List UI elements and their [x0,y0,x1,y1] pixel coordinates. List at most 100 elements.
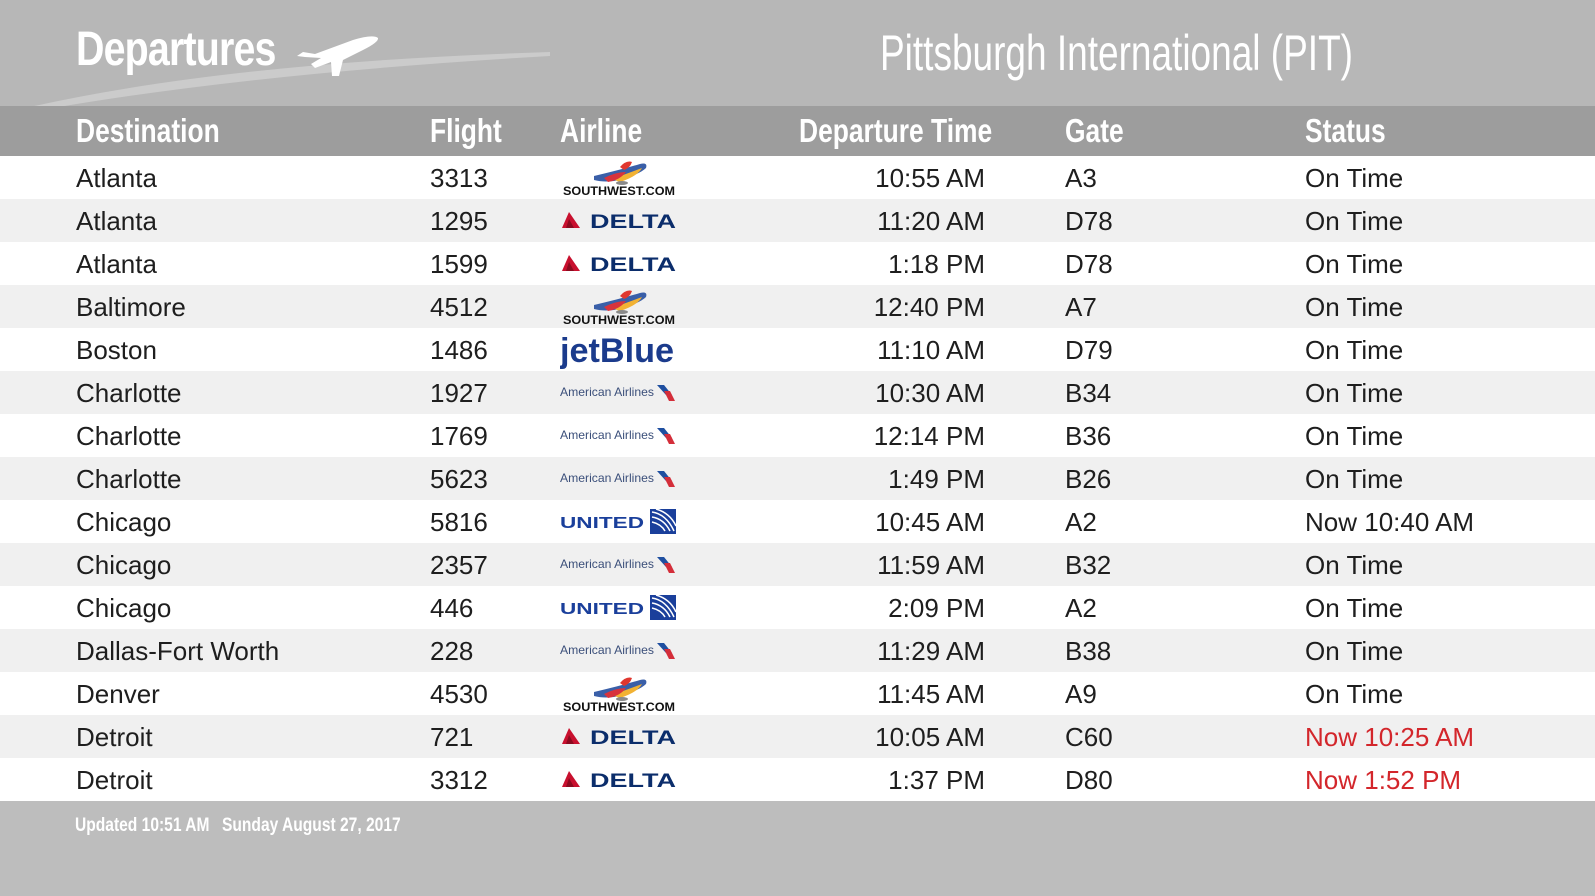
destination-cell: Atlanta [76,249,157,279]
column-header-flight: Flight [430,112,502,149]
status-cell: On Time [1305,292,1404,322]
table-row: Denver 4530 SOUTHWEST.COM 11:45 AM A9 On… [0,672,1595,715]
airline-cell: DELTA [560,715,678,758]
departure-time-cell: 11:29 AM [877,636,985,666]
flight-number-cell: 3313 [430,163,488,193]
southwest-logo-text: SOUTHWEST.COM [563,700,675,714]
gate-cell: D80 [1065,765,1113,795]
flight-number-cell: 1295 [430,206,488,236]
destination-cell: Chicago [76,507,172,537]
airline-cell: UNITED [560,586,678,629]
airline-cell: SOUTHWEST.COM [560,156,678,199]
gate-cell: A7 [1065,292,1097,322]
airplane-icon [297,36,379,76]
southwest-logo-icon: SOUTHWEST.COM [563,290,675,327]
departures-table: Atlanta 3313 SOUTHWEST.COM 10:55 AM A3 O… [0,156,1595,801]
departure-time-cell: 10:45 AM [875,507,985,537]
status-cell: On Time [1305,378,1404,408]
table-row: Chicago 2357 American Airlines 11:59 AM … [0,543,1595,586]
flight-number-cell: 2357 [430,550,488,580]
table-row: Dallas-Fort Worth 228 American Airlines … [0,629,1595,672]
airline-cell: SOUTHWEST.COM [560,672,678,715]
delta-logo-icon: DELTA [562,212,676,233]
destination-cell: Dallas-Fort Worth [76,636,280,666]
united-logo-icon: UNITED [560,594,677,620]
united-logo-text: UNITED [560,601,644,618]
table-row: Atlanta 1295 DELTA 11:20 AM D78 On Time [0,199,1595,242]
column-header-gate: Gate [1065,112,1124,149]
current-date: Sunday August 27, 2017 [222,815,401,836]
table-row: Charlotte 5623 American Airlines 1:49 PM… [0,457,1595,500]
destination-cell: Atlanta [76,163,157,193]
departure-time-cell: 2:09 PM [888,593,985,623]
destination-cell: Charlotte [76,378,182,408]
table-row: Charlotte 1769 American Airlines 12:14 P… [0,414,1595,457]
delta-logo-text: DELTA [590,728,676,749]
column-header-destination: Destination [76,112,220,149]
table-row: Atlanta 1599 DELTA 1:18 PM D78 On Time [0,242,1595,285]
departure-time-cell: 10:05 AM [875,722,985,752]
gate-cell: D78 [1065,206,1113,236]
status-cell: On Time [1305,464,1404,494]
destination-cell: Charlotte [76,421,182,451]
table-row: Atlanta 3313 SOUTHWEST.COM 10:55 AM A3 O… [0,156,1595,199]
american-airlines-logo-text: American Airlines [560,471,654,485]
southwest-logo-text: SOUTHWEST.COM [563,313,675,327]
departure-time-cell: 11:10 AM [877,335,985,365]
gate-cell: D79 [1065,335,1113,365]
airline-cell: SOUTHWEST.COM [560,285,678,328]
gate-cell: D78 [1065,249,1113,279]
destination-cell: Atlanta [76,206,157,236]
united-logo-icon: UNITED [560,508,677,534]
page-title: Departures [76,23,276,76]
destination-cell: Chicago [76,550,172,580]
airline-cell: American Airlines [560,414,678,457]
american-airlines-logo-text: American Airlines [560,428,654,442]
american-airlines-logo-text: American Airlines [560,385,654,399]
destination-cell: Chicago [76,593,172,623]
gate-cell: B34 [1065,378,1112,408]
status-cell: On Time [1305,163,1404,193]
airline-cell: American Airlines [560,457,678,500]
flight-number-cell: 3312 [430,765,488,795]
flight-number-cell: 1927 [430,378,488,408]
status-cell: On Time [1305,636,1404,666]
airline-cell: American Airlines [560,543,678,586]
gate-cell: A9 [1065,679,1097,709]
american-airlines-logo-text: American Airlines [560,643,654,657]
status-cell: Now 10:25 AM [1305,722,1475,752]
airline-cell: DELTA [560,242,678,285]
table-row: Chicago 5816 UNITED 10:45 AM A2 Now 10:4… [0,500,1595,543]
status-cell: On Time [1305,335,1404,365]
departure-time-cell: 10:55 AM [875,163,985,193]
united-logo-text: UNITED [560,515,644,532]
gate-cell: B32 [1065,550,1112,580]
status-cell: Now 1:52 PM [1305,765,1462,795]
table-row: Charlotte 1927 American Airlines 10:30 A… [0,371,1595,414]
departure-time-cell: 11:59 AM [877,550,985,580]
status-cell: On Time [1305,206,1404,236]
status-cell: On Time [1305,593,1404,623]
table-row: Boston 1486 jetBlue 11:10 AM D79 On Time [0,328,1595,371]
table-row: Baltimore 4512 SOUTHWEST.COM 12:40 PM A7… [0,285,1595,328]
delta-logo-icon: DELTA [562,255,676,276]
status-cell: On Time [1305,421,1404,451]
gate-cell: A2 [1065,593,1097,623]
american-airlines-logo-icon: American Airlines [560,643,675,659]
column-header-status: Status [1305,112,1386,149]
airline-cell: American Airlines [560,371,678,414]
departure-time-cell: 10:30 AM [875,378,985,408]
american-airlines-logo-icon: American Airlines [560,385,675,401]
delta-logo-text: DELTA [590,212,676,233]
southwest-logo-text: SOUTHWEST.COM [563,184,675,198]
flight-number-cell: 4530 [430,679,488,709]
destination-cell: Baltimore [76,292,186,322]
table-row: Chicago 446 UNITED 2:09 PM A2 On Time [0,586,1595,629]
american-airlines-logo-icon: American Airlines [560,557,675,573]
southwest-logo-icon: SOUTHWEST.COM [563,677,675,714]
flight-number-cell: 1486 [430,335,488,365]
gate-cell: B38 [1065,636,1112,666]
board-header: Departures Pittsburgh International (PIT… [0,0,1595,106]
status-cell: Now 10:40 AM [1305,507,1475,537]
flight-number-cell: 5816 [430,507,488,537]
